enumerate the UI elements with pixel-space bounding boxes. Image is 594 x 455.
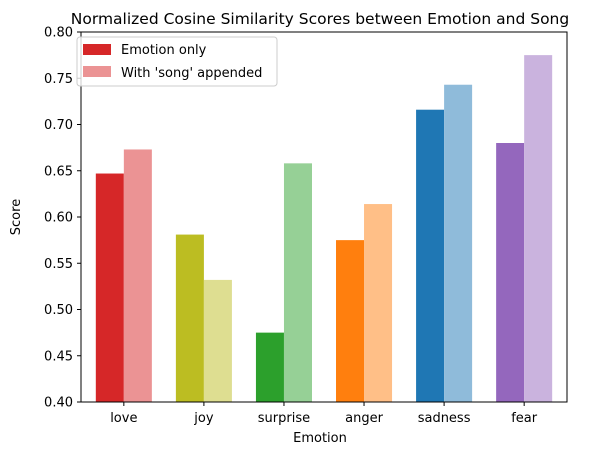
y-tick-label: 0.80 [44, 26, 73, 41]
bar-love-series-1 [123, 149, 152, 402]
bar-surprise-series-1 [283, 163, 312, 402]
legend-label-with-song: With 'song' appended [121, 66, 262, 81]
bar-fear-series-1 [524, 55, 553, 403]
x-tick-label-sadness: sadness [418, 411, 471, 426]
x-tick-label-love: love [110, 411, 137, 426]
bar-fear-series-0 [496, 143, 525, 402]
axes-frame [80, 31, 568, 403]
y-tick-label: 0.50 [44, 303, 73, 318]
bar-anger-series-1 [364, 204, 393, 402]
bar-sadness-series-1 [444, 84, 473, 402]
x-tick-label-surprise: surprise [258, 411, 310, 426]
y-tick-label: 0.55 [44, 257, 73, 272]
y-tick-label: 0.45 [44, 349, 73, 364]
x-tick-label-anger: anger [345, 411, 383, 426]
x-tick-label-fear: fear [511, 411, 538, 426]
y-tick-label: 0.70 [44, 118, 73, 133]
bar-sadness-series-0 [416, 109, 445, 402]
legend: Emotion only With 'song' appended [76, 36, 278, 87]
chart-title: Normalized Cosine Similarity Scores betw… [71, 10, 569, 28]
legend-swatch-with-song [83, 66, 111, 77]
y-ticks: 0.40 0.45 0.50 0.55 0.60 0.65 0.70 0.75 0.80 [44, 26, 81, 411]
bar-joy-series-1 [203, 279, 232, 402]
legend-label-emotion-only: Emotion only [121, 43, 207, 58]
y-axis-label: Score [9, 199, 24, 235]
bars-group [95, 55, 553, 403]
y-tick-label: 0.75 [44, 72, 73, 87]
legend-box [76, 36, 278, 87]
y-tick-label: 0.60 [44, 211, 73, 226]
y-tick-label: 0.40 [44, 396, 73, 411]
bar-joy-series-0 [175, 234, 204, 402]
x-ticks: love joy surprise anger sadness fear [110, 402, 538, 426]
bar-anger-series-0 [336, 240, 365, 402]
bar-surprise-series-0 [255, 332, 284, 402]
x-tick-label-joy: joy [193, 411, 214, 426]
x-axis-label: Emotion [293, 431, 347, 446]
bar-love-series-0 [95, 173, 124, 402]
y-tick-label: 0.65 [44, 164, 73, 179]
legend-swatch-emotion-only [83, 44, 111, 55]
